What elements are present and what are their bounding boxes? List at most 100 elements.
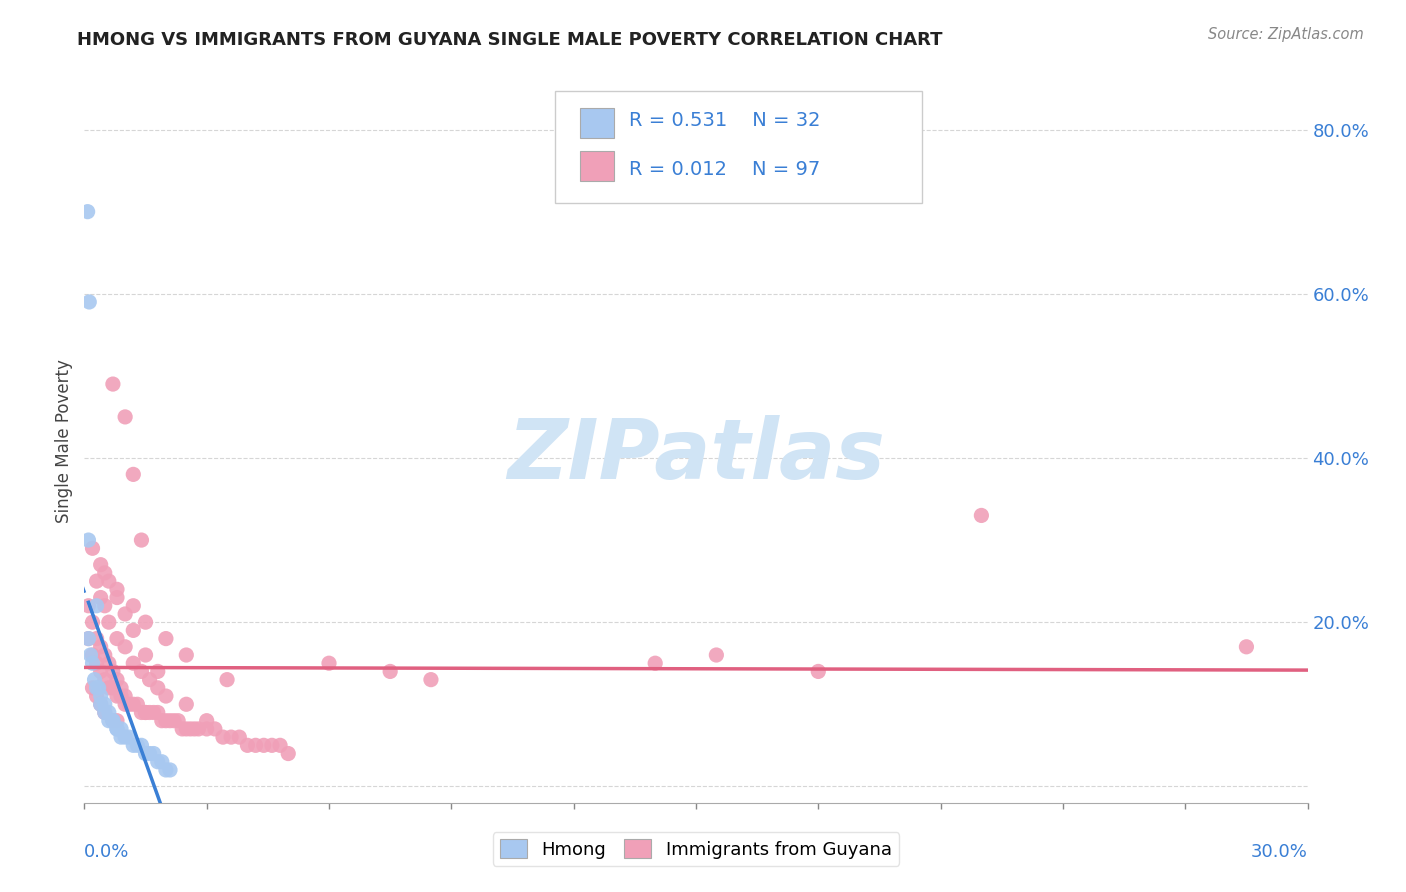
Point bbox=[122, 698, 145, 712]
Point bbox=[82, 681, 104, 695]
Point bbox=[131, 533, 153, 547]
Point bbox=[97, 714, 120, 728]
Point bbox=[142, 747, 165, 761]
Point bbox=[142, 706, 165, 720]
Y-axis label: Single Male Poverty: Single Male Poverty bbox=[55, 359, 73, 524]
Point bbox=[122, 739, 145, 753]
Point bbox=[101, 714, 124, 728]
Point bbox=[77, 632, 100, 646]
Point bbox=[86, 574, 108, 588]
FancyBboxPatch shape bbox=[579, 151, 614, 181]
Text: Source: ZipAtlas.com: Source: ZipAtlas.com bbox=[1208, 27, 1364, 42]
Text: 30.0%: 30.0% bbox=[1251, 843, 1308, 861]
Point bbox=[318, 657, 340, 671]
Point bbox=[77, 295, 100, 310]
Point bbox=[87, 681, 110, 695]
Point bbox=[187, 722, 209, 736]
FancyBboxPatch shape bbox=[579, 108, 614, 138]
Point bbox=[118, 730, 141, 744]
Point bbox=[93, 648, 115, 662]
Point bbox=[82, 648, 104, 662]
Point bbox=[90, 698, 112, 712]
Point bbox=[163, 714, 186, 728]
Point bbox=[93, 698, 115, 712]
Point bbox=[150, 714, 173, 728]
Point bbox=[86, 689, 108, 703]
Point bbox=[110, 722, 132, 736]
Point bbox=[105, 722, 128, 736]
Point bbox=[644, 657, 666, 671]
Point bbox=[219, 730, 242, 744]
Point bbox=[127, 739, 149, 753]
Point bbox=[77, 599, 100, 613]
Point bbox=[155, 632, 177, 646]
Point bbox=[245, 739, 267, 753]
Point bbox=[86, 657, 108, 671]
Point bbox=[93, 706, 115, 720]
Point bbox=[167, 714, 190, 728]
Point bbox=[138, 673, 160, 687]
Point bbox=[277, 747, 299, 761]
Point bbox=[90, 558, 112, 572]
Legend: Hmong, Immigrants from Guyana: Hmong, Immigrants from Guyana bbox=[494, 832, 898, 866]
Text: ZIPatlas: ZIPatlas bbox=[508, 416, 884, 497]
Point bbox=[76, 204, 98, 219]
Point bbox=[1236, 640, 1258, 654]
Point bbox=[105, 722, 128, 736]
Point bbox=[93, 673, 115, 687]
Point bbox=[195, 714, 218, 728]
Point bbox=[253, 739, 276, 753]
Point bbox=[146, 681, 169, 695]
Point bbox=[131, 706, 153, 720]
Point bbox=[204, 722, 226, 736]
Point bbox=[114, 689, 136, 703]
Point bbox=[90, 640, 112, 654]
Point bbox=[159, 714, 181, 728]
Point bbox=[131, 665, 153, 679]
Point bbox=[97, 681, 120, 695]
Point bbox=[90, 698, 112, 712]
Point bbox=[183, 722, 205, 736]
Point bbox=[155, 763, 177, 777]
FancyBboxPatch shape bbox=[555, 91, 922, 203]
Point bbox=[105, 673, 128, 687]
Point bbox=[135, 706, 157, 720]
Point bbox=[195, 722, 218, 736]
Point bbox=[127, 698, 149, 712]
Point bbox=[131, 739, 153, 753]
Point bbox=[114, 607, 136, 621]
Point bbox=[970, 508, 993, 523]
Point bbox=[114, 640, 136, 654]
Point bbox=[97, 574, 120, 588]
Text: 0.0%: 0.0% bbox=[84, 843, 129, 861]
Point bbox=[118, 698, 141, 712]
Point bbox=[97, 706, 120, 720]
Point bbox=[174, 648, 197, 662]
Point bbox=[135, 615, 157, 630]
Point bbox=[135, 706, 157, 720]
Point bbox=[93, 599, 115, 613]
Point bbox=[77, 533, 100, 547]
Point bbox=[97, 657, 120, 671]
Point bbox=[146, 755, 169, 769]
Point bbox=[179, 722, 201, 736]
Point bbox=[122, 624, 145, 638]
Point bbox=[90, 689, 112, 703]
Point bbox=[122, 467, 145, 482]
Point bbox=[114, 730, 136, 744]
Point bbox=[146, 665, 169, 679]
Point bbox=[155, 714, 177, 728]
Point bbox=[217, 673, 239, 687]
Point bbox=[260, 739, 283, 753]
Point bbox=[86, 681, 108, 695]
Point bbox=[82, 615, 104, 630]
Point bbox=[114, 409, 136, 424]
Point bbox=[135, 648, 157, 662]
Point bbox=[380, 665, 402, 679]
Point bbox=[420, 673, 443, 687]
Point bbox=[105, 591, 128, 605]
Point bbox=[212, 730, 235, 744]
Point bbox=[97, 615, 120, 630]
Point bbox=[236, 739, 259, 753]
Point bbox=[122, 657, 145, 671]
